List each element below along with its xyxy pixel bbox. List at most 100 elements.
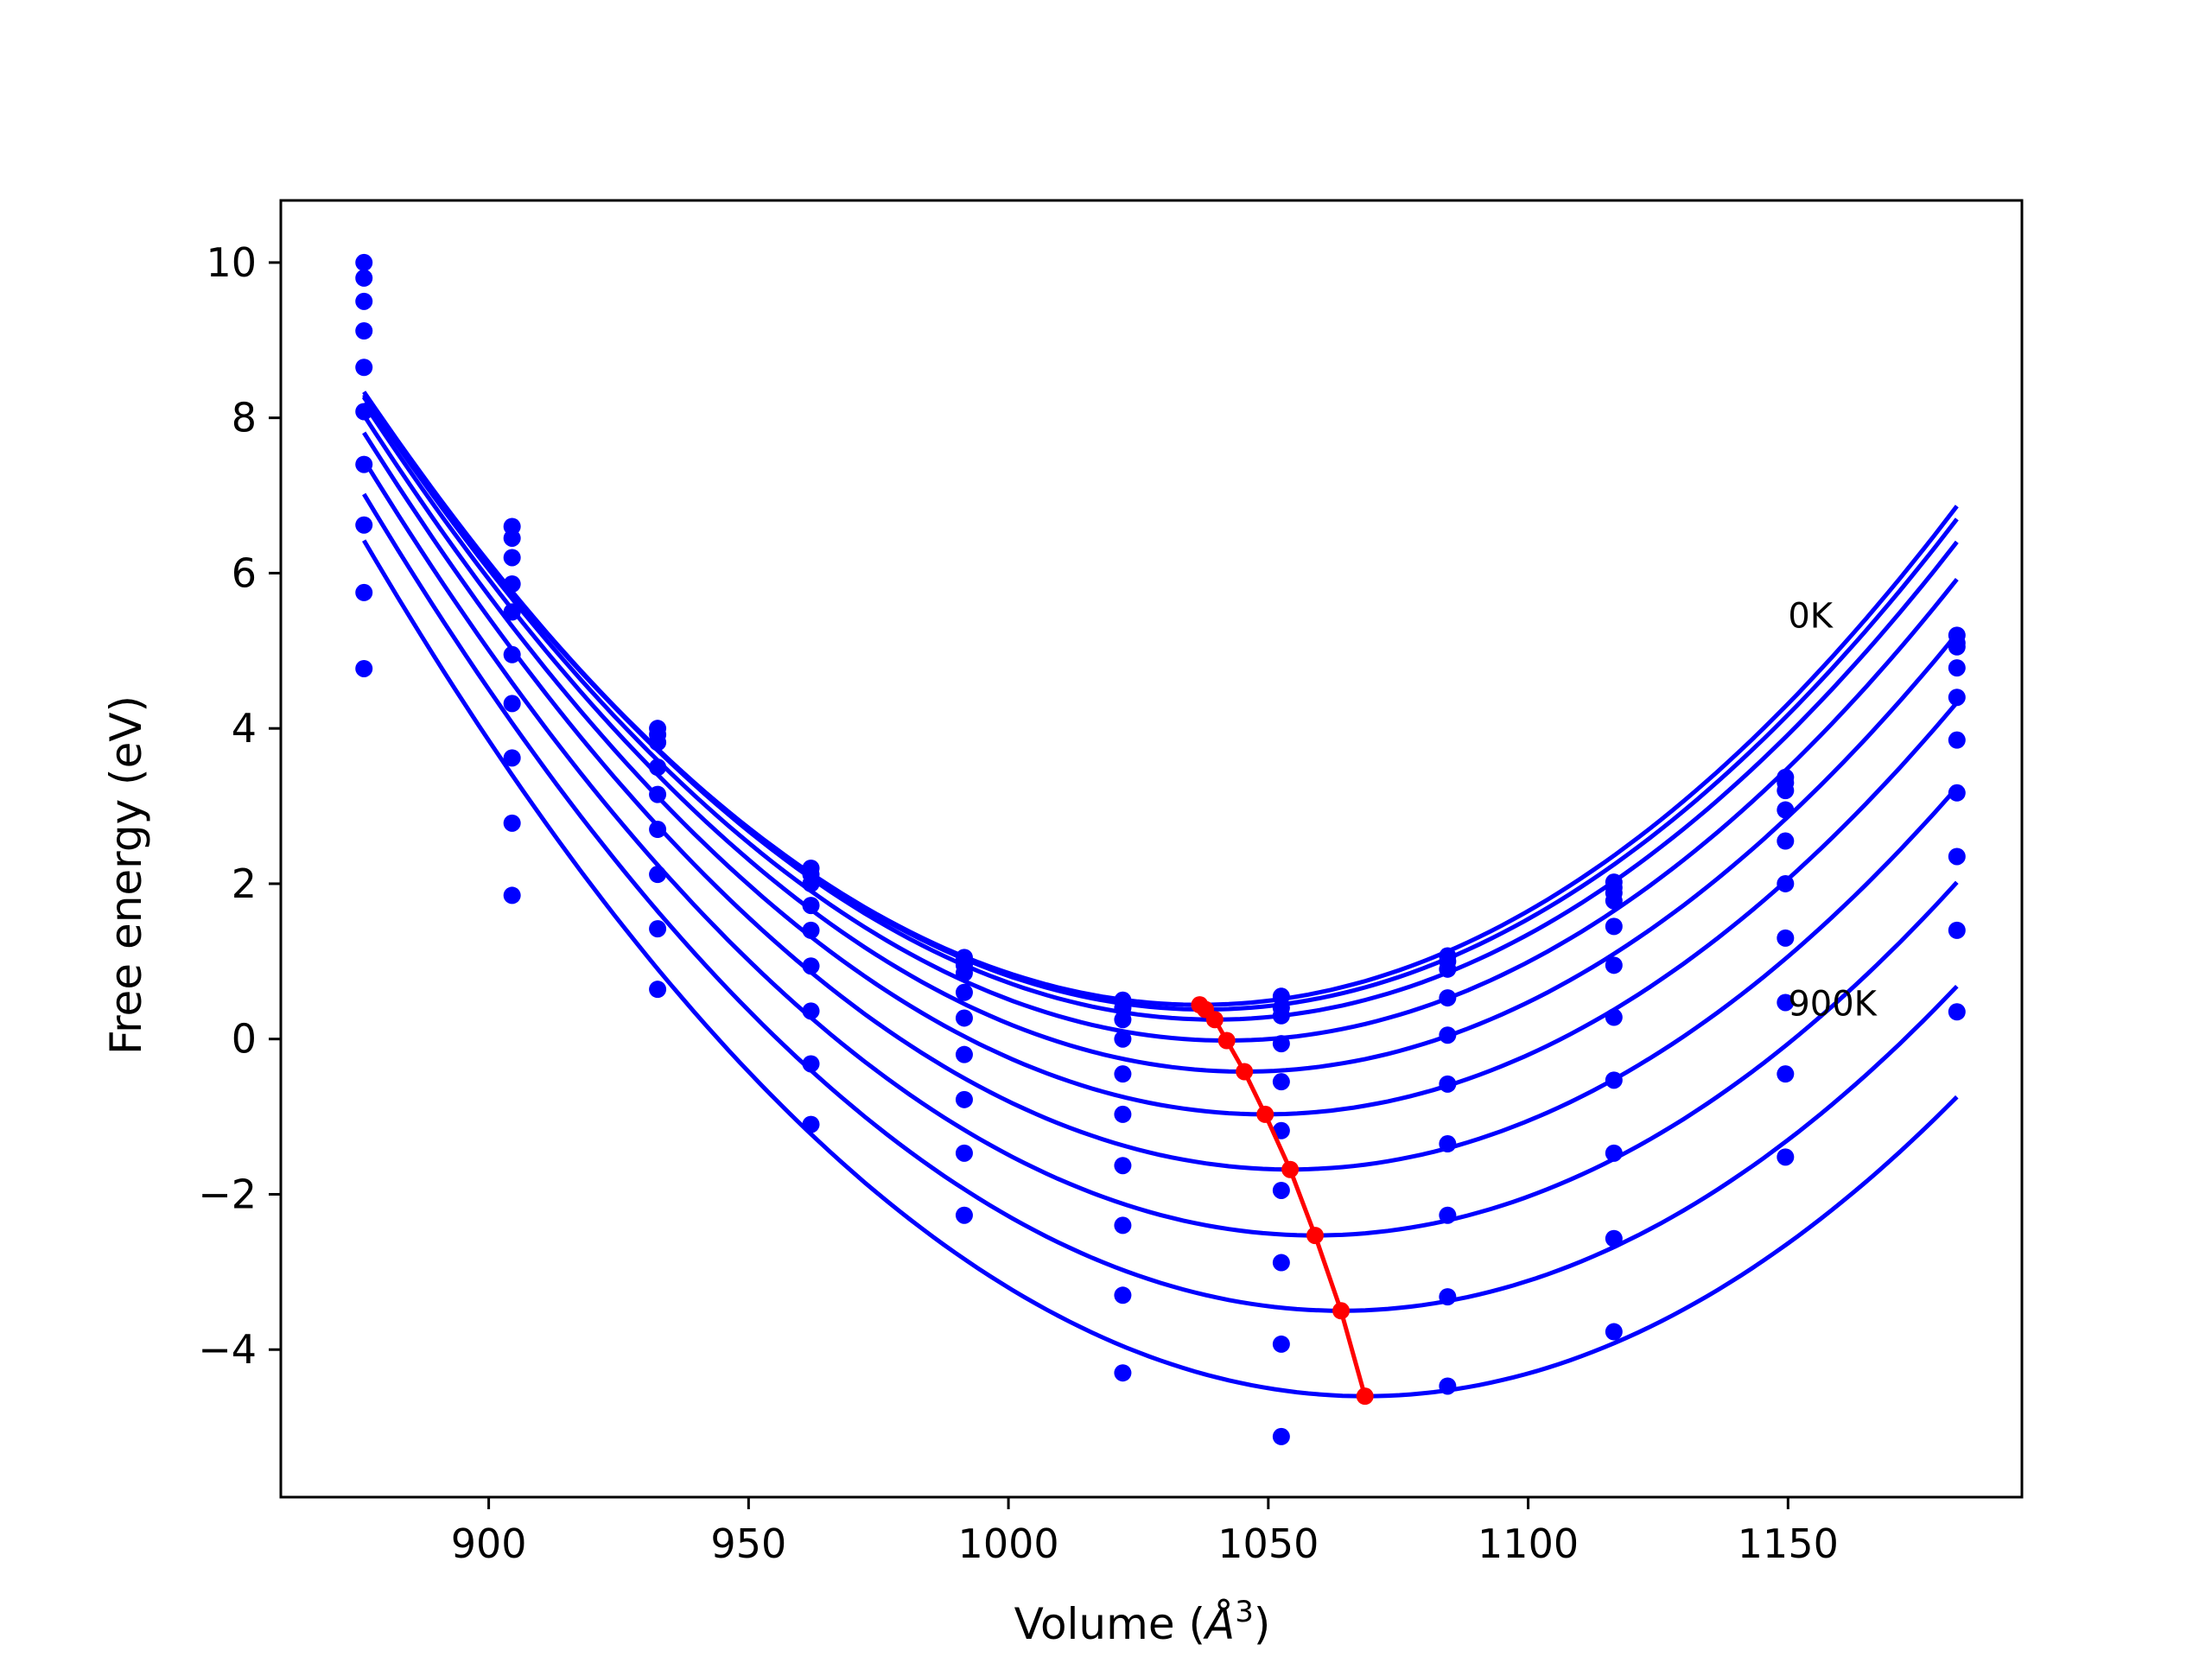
data-point [955,1090,973,1108]
fit-curve [362,414,1959,1117]
data-point [1605,1008,1623,1026]
data-point [802,1002,820,1020]
x-tick-label: 1100 [1478,1520,1579,1567]
data-point [1777,993,1795,1012]
data-point [1605,1071,1623,1089]
data-point [1777,1148,1795,1166]
curve-annotation: 900K [1788,985,1878,1025]
x-tick-label: 1000 [958,1520,1059,1567]
data-point [355,659,373,677]
x-tick-label: 1150 [1738,1520,1839,1567]
data-point [503,549,521,567]
data-point [1948,689,1966,707]
minimum-point [1281,1160,1300,1178]
data-point [955,1206,973,1224]
y-tick-label: 2 [232,860,257,907]
minimum-point [1332,1302,1351,1320]
data-point [355,321,373,340]
data-point [355,269,373,287]
x-tick-label: 900 [451,1520,527,1567]
y-tick-label: 10 [206,239,257,286]
minimum-path [1191,996,1374,1406]
data-point [1605,892,1623,910]
data-point [1777,782,1795,800]
data-point [355,253,373,271]
data-point [1439,1206,1457,1224]
data-point [1605,1229,1623,1247]
data-point [355,583,373,601]
y-tick-label: 8 [232,395,257,441]
data-point [1948,784,1966,802]
data-point [1439,989,1457,1007]
data-point [802,874,820,892]
data-point [1439,960,1457,978]
annotations: 0K 900K [1788,596,1878,1024]
data-point [1114,1216,1132,1235]
data-point [955,1045,973,1063]
data-point [649,785,667,803]
data-point [355,516,373,534]
data-point [1272,1181,1290,1199]
data-point [649,981,667,999]
data-point [1605,917,1623,936]
x-axis-ticks: 900 950 1000 1050 1100 1150 [451,1497,1839,1567]
data-point [802,1115,820,1133]
data-point [1948,638,1966,656]
plot-frame [279,199,2024,1499]
fit-curve [362,539,1959,1399]
y-tick-label: 6 [232,549,257,596]
data-point [1948,847,1966,866]
x-tick-label: 950 [710,1520,786,1567]
data-point [1948,921,1966,939]
minimum-point [1256,1105,1274,1123]
data-point [1272,1254,1290,1272]
x-axis-label: Volume (Å3) [1014,1595,1271,1649]
minimum-point [1236,1063,1254,1081]
data-point [649,920,667,938]
data-point [1777,929,1795,947]
data-point [1439,1135,1457,1153]
fit-curve [362,390,1959,1022]
data-point [1114,1065,1132,1083]
data-points [355,253,1966,1445]
minimum-point [1306,1227,1324,1245]
data-point [802,897,820,915]
fit-curve [362,431,1959,1172]
data-point [1948,1003,1966,1021]
data-point [503,814,521,832]
data-point [1114,1011,1132,1029]
data-point [503,575,521,593]
data-point [503,603,521,621]
data-point [802,1055,820,1073]
data-point [1605,1323,1623,1341]
data-point [503,529,521,547]
y-axis-ticks: −4 −2 0 2 4 6 8 10 [198,239,281,1373]
y-tick-label: 0 [232,1016,257,1063]
curve-annotation: 0K [1788,596,1834,636]
data-point [503,645,521,663]
data-point [1272,1035,1290,1053]
data-point [955,1009,973,1027]
data-point [802,957,820,975]
y-tick-label: −2 [198,1171,257,1217]
data-point [649,733,667,752]
minimum-point [1356,1387,1374,1406]
fit-curve [362,402,1959,1074]
fit-curves [362,390,1959,1399]
data-point [1114,1157,1132,1175]
y-tick-label: −4 [198,1326,257,1373]
data-point [1114,1364,1132,1382]
data-point [355,359,373,377]
x-tick-label: 1050 [1217,1520,1319,1567]
data-point [1439,1288,1457,1306]
data-point [1777,801,1795,819]
data-point [1272,1006,1290,1025]
data-point [1439,1026,1457,1044]
fit-curve [362,395,1959,1044]
data-point [1272,1073,1290,1091]
data-point [503,695,521,713]
data-point [1272,1121,1290,1139]
data-point [649,821,667,839]
